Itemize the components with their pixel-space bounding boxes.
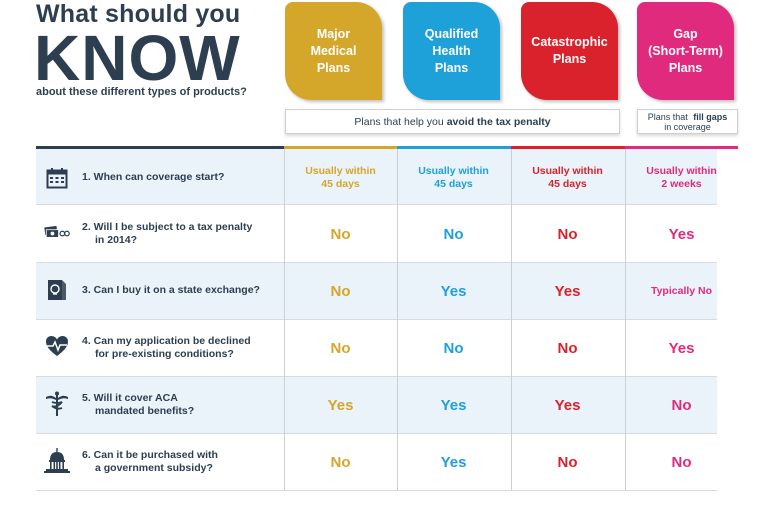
answer-catastrophic-row-5: Yes xyxy=(554,397,581,414)
column-divider xyxy=(284,149,285,490)
caption-fill-gaps: Plans that fill gaps in coverage xyxy=(637,109,738,134)
answer-qualified-row-5: Yes xyxy=(440,397,467,414)
plan-major-medical: Major Medical Plans xyxy=(285,2,382,100)
table-row: 5. Will it cover ACA mandated benefits? xyxy=(36,376,717,433)
row-divider xyxy=(36,433,717,434)
table-row: 1. When can coverage start? xyxy=(36,149,717,206)
answer-major-row-1: Usually within 45 days xyxy=(305,165,376,190)
answer-catastrophic-row-6: No xyxy=(557,454,578,471)
answer-gap-row-2: Yes xyxy=(668,226,695,243)
caption-avoid-penalty: Plans that help you avoid the tax penalty xyxy=(285,109,620,134)
answer-major-row-3: No xyxy=(330,283,351,300)
column-divider xyxy=(397,149,398,490)
row-divider xyxy=(36,262,717,263)
calendar-icon xyxy=(44,165,70,191)
answer-qualified-row-4: No xyxy=(443,340,464,357)
row-divider xyxy=(36,376,717,377)
topbar-qualified xyxy=(397,146,511,149)
table-row: 6. Can it be purchased with a government … xyxy=(36,433,717,490)
answer-major-row-4: No xyxy=(330,340,351,357)
table-row: 4. Can my application be declined for pre… xyxy=(36,319,717,376)
answer-qualified-row-6: Yes xyxy=(440,454,467,471)
topbar-gap xyxy=(625,146,738,149)
row-divider xyxy=(36,319,717,320)
column-divider xyxy=(625,149,626,490)
table-row: 3. Can I buy it on a state exchange? xyxy=(36,262,717,319)
row-divider xyxy=(36,490,717,491)
heart-icon xyxy=(44,333,70,359)
answer-qualified-row-2: No xyxy=(443,226,464,243)
answer-gap-row-1: Usually within 2 weeks xyxy=(646,165,717,190)
title-line-2: KNOW xyxy=(34,22,241,94)
answer-gap-row-5: No xyxy=(671,397,692,414)
answer-catastrophic-row-4: No xyxy=(557,340,578,357)
capitol-icon xyxy=(44,448,70,474)
title-line-1: What should you xyxy=(36,0,241,28)
row-divider xyxy=(36,204,717,205)
topbar-catastrophic xyxy=(511,146,625,149)
plan-catastrophic: Catastrophic Plans xyxy=(521,2,618,100)
question-text: 5. Will it cover ACA mandated benefits? xyxy=(82,392,195,417)
question-text: 6. Can it be purchased with a government … xyxy=(82,449,218,474)
caduceus-icon xyxy=(44,391,70,417)
answer-catastrophic-row-1: Usually within 45 days xyxy=(532,165,603,190)
plan-qualified-health: Qualified Health Plans xyxy=(403,2,500,100)
band-row-1 xyxy=(36,149,717,204)
topbar-navy xyxy=(36,146,284,149)
tax-penalty-icon xyxy=(44,219,70,245)
question-text: 2. Will I be subject to a tax penalty in … xyxy=(82,221,253,246)
answer-gap-row-4: Yes xyxy=(668,340,695,357)
table-row: 2. Will I be subject to a tax penalty in … xyxy=(36,205,717,262)
column-divider xyxy=(511,149,512,490)
answer-gap-row-3: Typically No xyxy=(650,285,713,297)
answer-qualified-row-3: Yes xyxy=(440,283,467,300)
title-line-3: about these different types of products? xyxy=(36,86,247,98)
question-text: 3. Can I buy it on a state exchange? xyxy=(82,284,260,296)
question-text: 1. When can coverage start? xyxy=(82,171,225,183)
answer-catastrophic-row-3: Yes xyxy=(554,283,581,300)
answer-catastrophic-row-2: No xyxy=(557,226,578,243)
answer-major-row-5: Yes xyxy=(327,397,354,414)
answer-gap-row-6: No xyxy=(671,454,692,471)
answer-qualified-row-1: Usually within 45 days xyxy=(418,165,489,190)
answer-major-row-2: No xyxy=(330,226,351,243)
topbar-major xyxy=(284,146,397,149)
question-text: 4. Can my application be declined for pre… xyxy=(82,335,251,360)
band-row-3 xyxy=(36,262,717,319)
plan-gap: Gap (Short-Term) Plans xyxy=(637,2,734,100)
answer-major-row-6: No xyxy=(330,454,351,471)
exchange-icon xyxy=(44,277,70,303)
band-row-5 xyxy=(36,376,717,433)
